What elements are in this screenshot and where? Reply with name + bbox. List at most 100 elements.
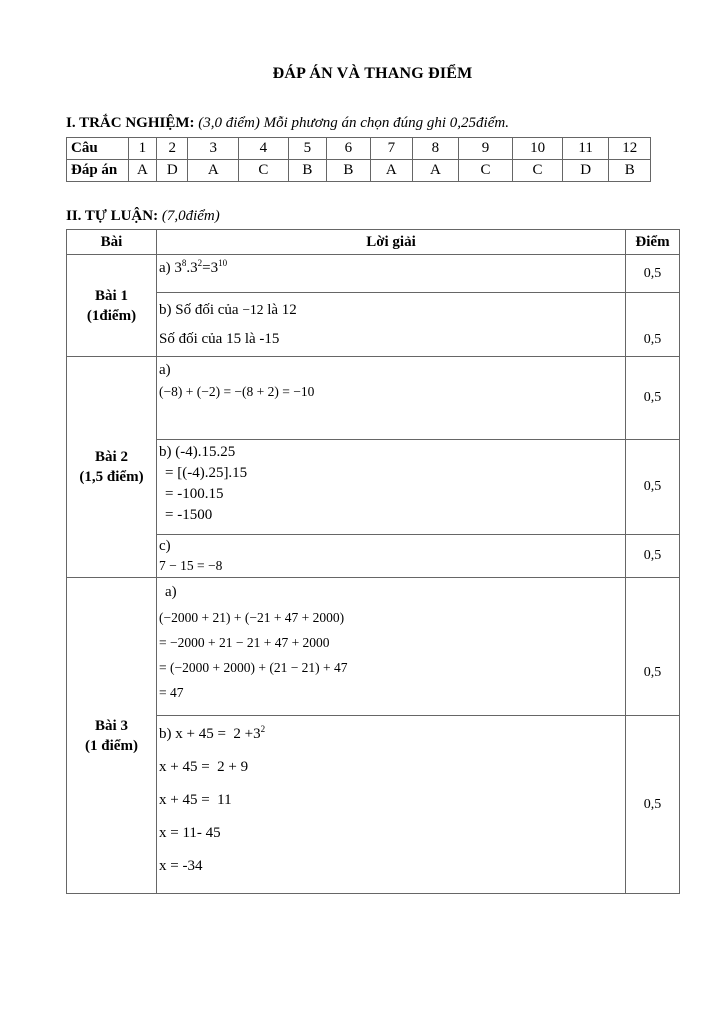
bai3b-solution-cell: b) x + 45 = 2 +32 x + 45 = 2 + 9 x + 45 … bbox=[156, 715, 626, 894]
solution-text: b) Số đối của bbox=[159, 302, 243, 318]
question-cell: 10 bbox=[512, 137, 563, 160]
score-cell: 0,5 bbox=[625, 356, 680, 440]
multiple-choice-table: Câu 1 2 3 4 5 6 7 8 9 10 11 12 Đáp án A … bbox=[66, 137, 651, 182]
answer-cell: A bbox=[127, 159, 158, 182]
question-cell: 9 bbox=[457, 137, 514, 160]
solution-line: x + 45 = 2 + 9 bbox=[159, 759, 249, 775]
solution-row-bai3a: Bài 3 (1 điểm) a) (−2000 + 21) + (−21 + … bbox=[66, 577, 680, 894]
bai3a-solution-cell: a) (−2000 + 21) + (−21 + 47 + 2000) = −2… bbox=[156, 577, 626, 716]
equation-line: 7 − 15 = −8 bbox=[159, 558, 223, 573]
question-number-row: Câu 1 2 3 4 5 6 7 8 9 10 11 12 bbox=[66, 137, 651, 160]
solution-line: x + 45 = 11 bbox=[159, 792, 232, 808]
exponent: 2 bbox=[260, 724, 266, 734]
equation-line: = −2000 + 21 − 21 + 47 + 2000 bbox=[159, 635, 330, 650]
answer-cell: C bbox=[457, 159, 514, 182]
answer-cell: B bbox=[287, 159, 328, 182]
solution-line: x = 11- 45 bbox=[159, 825, 221, 841]
exponent: 8 bbox=[181, 258, 187, 268]
solution-line: a) 38.32=310 bbox=[159, 257, 621, 279]
formula-text: .3 bbox=[186, 260, 198, 276]
col-header-loigiai: Lời giải bbox=[156, 229, 626, 255]
formula-text: =3 bbox=[202, 260, 219, 276]
score-cell: 0,5 bbox=[625, 292, 680, 357]
equation-line: = 47 bbox=[159, 685, 184, 700]
bai3-name: Bài 3 bbox=[95, 717, 128, 734]
score-cell: 0,5 bbox=[625, 534, 680, 578]
bai1a-solution-cell: a) 38.32=310 bbox=[156, 254, 626, 293]
solution-row-bai3b: b) x + 45 = 2 +32 x + 45 = 2 + 9 x + 45 … bbox=[67, 715, 680, 894]
page-title: ĐÁP ÁN VÀ THANG ĐIỂM bbox=[272, 65, 473, 82]
bai3-points: (1 điểm) bbox=[85, 737, 138, 754]
question-cell: 4 bbox=[238, 137, 289, 160]
answer-cell: B bbox=[608, 159, 651, 182]
solution-row-bai2b: b) (-4).15.25 = [(-4).25].15 = -100.15 =… bbox=[67, 439, 680, 535]
section2-heading-label: II. TỰ LUẬN: bbox=[66, 208, 159, 224]
section1-heading-note: (3,0 điểm) Mỗi phương án chọn đúng ghi 0… bbox=[198, 115, 509, 131]
question-cell: 1 bbox=[127, 137, 158, 160]
essay-solutions-table: Bài Lời giải Điểm Bài 1 (1điểm) a) 38.32… bbox=[66, 229, 680, 894]
solution-row-bai1a: Bài 1 (1điểm) a) 38.32=310 0,5 bbox=[66, 254, 680, 357]
solution-line: a) bbox=[159, 362, 171, 378]
solution-line: c) bbox=[159, 538, 171, 554]
score-cell: 0,5 bbox=[625, 577, 680, 716]
equation-line: (−8) + (−2) = −(8 + 2) = −10 bbox=[159, 384, 315, 399]
solution-line: = -100.15 bbox=[165, 486, 224, 502]
answer-cell: D bbox=[156, 159, 189, 182]
section1-heading: I. TRẮC NGHIỆM: (3,0 điểm) Mỗi phương án… bbox=[66, 114, 679, 132]
bai1-label-cell: Bài 1 (1điểm) bbox=[66, 254, 157, 357]
bai2a-solution-cell: a) (−8) + (−2) = −(8 + 2) = −10 bbox=[156, 356, 626, 440]
math-fragment: −12 bbox=[242, 302, 264, 317]
document-content: ĐÁP ÁN VÀ THANG ĐIỂM I. TRẮC NGHIỆM: (3,… bbox=[66, 0, 680, 894]
answer-cell: D bbox=[561, 159, 610, 182]
question-cell: 5 bbox=[287, 137, 328, 160]
question-cell: 12 bbox=[608, 137, 651, 160]
col-header-bai: Bài bbox=[66, 229, 157, 255]
solution-row-bai2c: c) 7 − 15 = −8 0,5 bbox=[67, 534, 680, 578]
score-cell: 0,5 bbox=[625, 715, 680, 894]
bai3-label-cell: Bài 3 (1 điểm) bbox=[66, 577, 157, 894]
exponent: 10 bbox=[218, 258, 228, 268]
bai2-name: Bài 2 bbox=[95, 449, 128, 465]
cau-row-label: Câu bbox=[66, 137, 129, 160]
equation-line: = (−2000 + 2000) + (21 − 21) + 47 bbox=[159, 660, 348, 675]
answer-cell: A bbox=[369, 159, 414, 182]
question-cell: 2 bbox=[156, 137, 189, 160]
question-cell: 6 bbox=[326, 137, 371, 160]
solution-line: Số đối của 15 là -15 bbox=[159, 331, 280, 347]
solution-line: = -1500 bbox=[165, 507, 213, 523]
score-cell: 0,5 bbox=[625, 439, 680, 535]
question-cell: 3 bbox=[187, 137, 240, 160]
section1-heading-label: I. TRẮC NGHIỆM: bbox=[66, 115, 195, 131]
answer-cell: A bbox=[187, 159, 240, 182]
section2-heading-note: (7,0điểm) bbox=[161, 208, 220, 224]
bai1-points: (1điểm) bbox=[86, 307, 137, 324]
answer-cell: C bbox=[238, 159, 289, 182]
solution-line: b) (-4).15.25 bbox=[159, 444, 236, 460]
question-cell: 11 bbox=[561, 137, 610, 160]
bai1-name: Bài 1 bbox=[95, 287, 128, 304]
bai1b-solution-cell: b) Số đối của −12 là 12 Số đối của 15 là… bbox=[156, 292, 626, 357]
question-cell: 8 bbox=[412, 137, 459, 160]
solution-row-bai1b: b) Số đối của −12 là 12 Số đối của 15 là… bbox=[67, 292, 680, 357]
solution-line: b) x + 45 = 2 +32 bbox=[159, 718, 621, 751]
formula-text: a) 3 bbox=[159, 260, 182, 276]
solutions-header-row: Bài Lời giải Điểm bbox=[66, 229, 680, 255]
section2-heading: II. TỰ LUẬN: (7,0điểm) bbox=[66, 207, 679, 225]
solution-line: = [(-4).25].15 bbox=[165, 465, 248, 481]
dapan-row-label: Đáp án bbox=[66, 159, 129, 182]
answer-cell: A bbox=[412, 159, 459, 182]
bai2b-solution-cell: b) (-4).15.25 = [(-4).25].15 = -100.15 =… bbox=[156, 439, 626, 535]
solution-line: x = -34 bbox=[159, 858, 203, 874]
answer-cell: B bbox=[326, 159, 371, 182]
bai2c-solution-cell: c) 7 − 15 = −8 bbox=[156, 534, 626, 578]
answer-row: Đáp án A D A C B B A A C C D B bbox=[66, 159, 651, 182]
bai2-label-cell: Bài 2 (1,5 điểm) bbox=[66, 356, 157, 578]
solution-line: a) bbox=[165, 584, 177, 600]
score-cell: 0,5 bbox=[625, 254, 680, 293]
answer-cell: C bbox=[512, 159, 563, 182]
formula-text: b) x + 45 = 2 +3 bbox=[159, 726, 261, 742]
col-header-diem: Điểm bbox=[625, 229, 680, 255]
solution-row-bai2a: Bài 2 (1,5 điểm) a) (−8) + (−2) = −(8 + … bbox=[66, 356, 680, 578]
question-cell: 7 bbox=[369, 137, 414, 160]
